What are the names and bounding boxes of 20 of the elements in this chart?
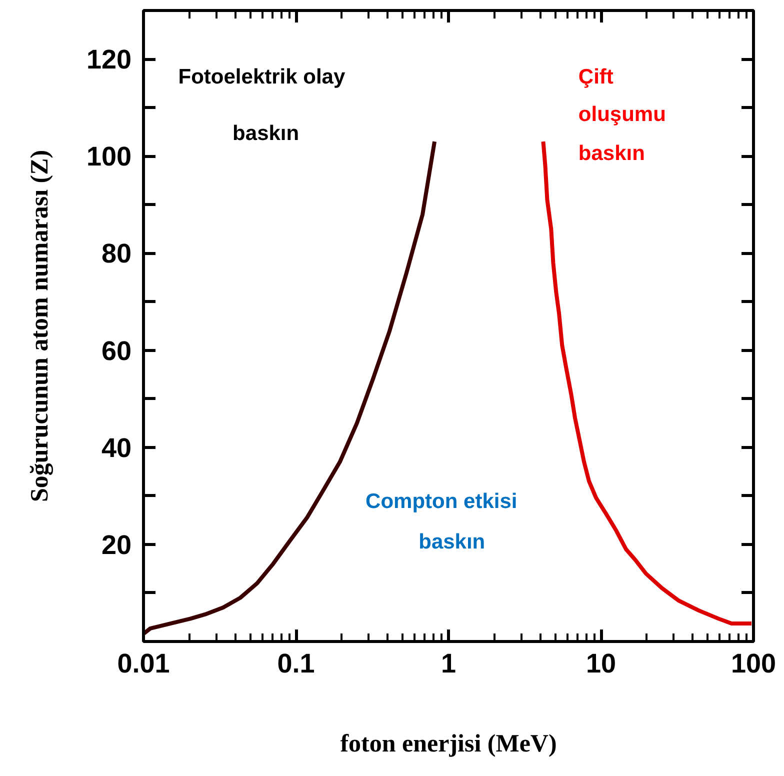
- x-tick-label: 0.1: [277, 648, 315, 678]
- annotation: oluşumu: [578, 103, 666, 126]
- x-tick-label: 10: [586, 648, 616, 678]
- x-tick-label: 1: [440, 648, 456, 678]
- x-tick-label: 0.01: [117, 648, 170, 678]
- y-tick-label: 120: [86, 44, 132, 75]
- annotation: baskın: [578, 142, 645, 166]
- y-tick-label: 60: [101, 336, 132, 366]
- x-axis-title: foton enerjisi (MeV): [340, 730, 557, 758]
- annotation: baskın: [232, 122, 300, 146]
- annotation: Fotoelektrik olay: [178, 65, 346, 88]
- annotation: Compton etkisi: [366, 490, 518, 513]
- annotation: baskın: [418, 530, 486, 554]
- annotation: Çift: [578, 65, 614, 88]
- y-tick-label: 100: [86, 142, 132, 172]
- x-tick-label: 100: [730, 648, 776, 678]
- y-axis-title: Soğurucunun atom numarası (Z): [26, 150, 54, 502]
- y-tick-label: 80: [101, 238, 132, 269]
- y-tick-label: 20: [101, 530, 132, 560]
- y-tick-label: 40: [101, 432, 132, 463]
